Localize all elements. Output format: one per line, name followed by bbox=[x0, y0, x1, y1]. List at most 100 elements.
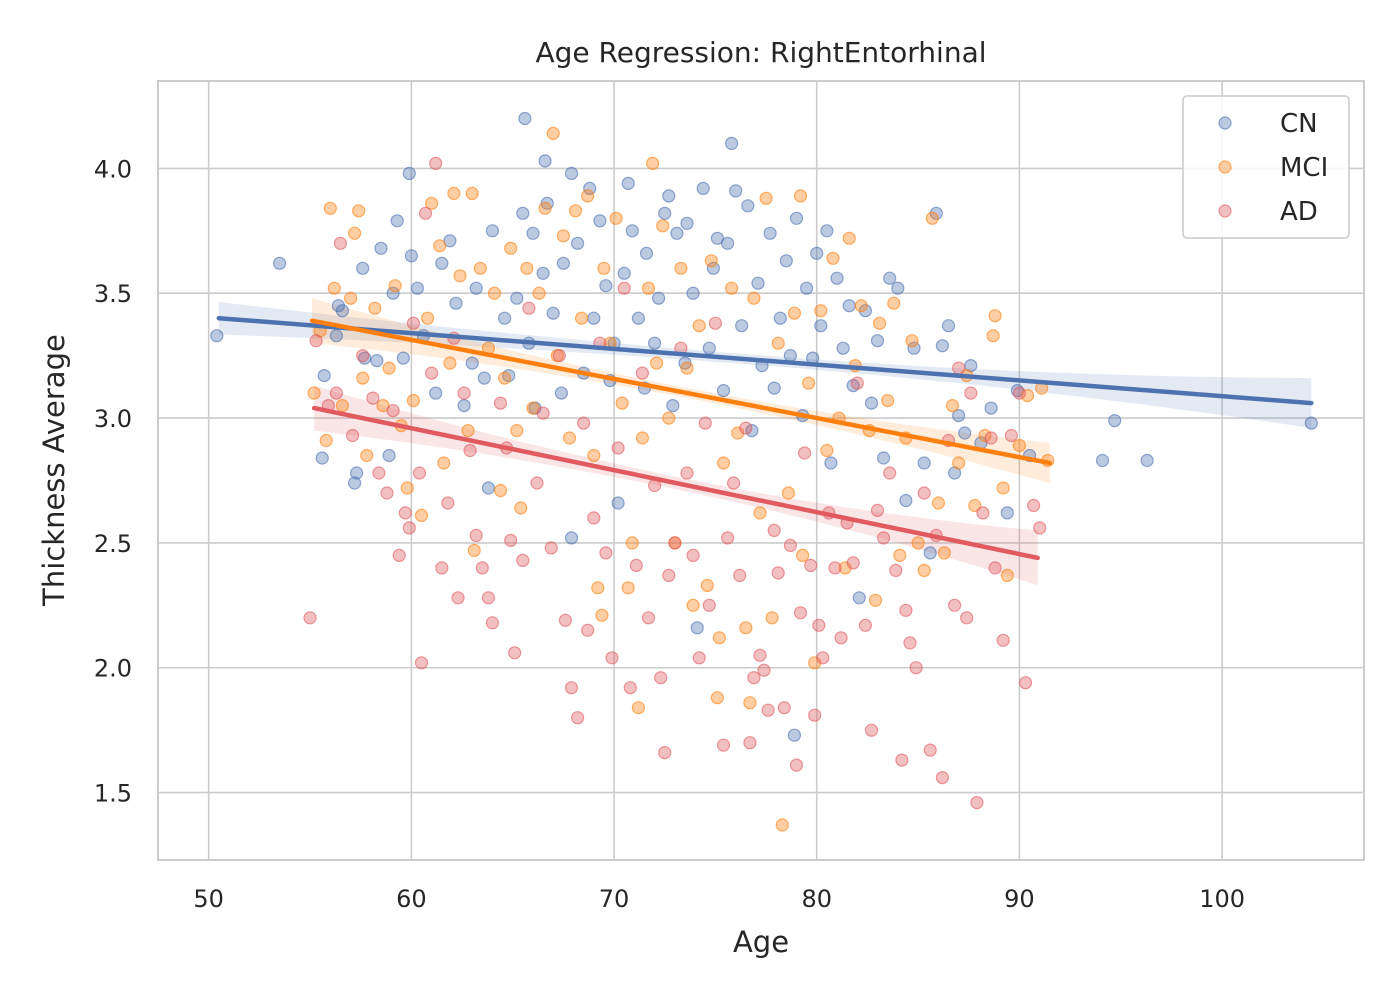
mci-point bbox=[917, 563, 931, 578]
cn-point bbox=[696, 181, 710, 195]
cn-point bbox=[396, 351, 410, 365]
cn-point bbox=[481, 481, 495, 495]
cn-point bbox=[465, 356, 479, 370]
mci-point bbox=[307, 386, 321, 400]
mci-point bbox=[433, 239, 447, 253]
ad-point bbox=[834, 631, 848, 645]
mci-point bbox=[498, 371, 512, 385]
mci-point bbox=[826, 251, 840, 265]
ad-point bbox=[617, 281, 631, 295]
ad-point bbox=[662, 568, 676, 583]
ad-point bbox=[1012, 386, 1027, 400]
ad-point bbox=[564, 681, 579, 695]
ad-point bbox=[883, 466, 897, 480]
cn-point bbox=[335, 304, 349, 318]
mci-point bbox=[674, 261, 688, 275]
ad-point bbox=[366, 391, 380, 405]
mci-point bbox=[793, 189, 808, 203]
mci-point bbox=[414, 508, 429, 523]
ad-point bbox=[372, 466, 386, 480]
mci-point bbox=[1012, 438, 1027, 453]
cn-point bbox=[390, 214, 404, 228]
regression-lines bbox=[216, 315, 1314, 561]
ad-point bbox=[398, 506, 412, 520]
cn-point bbox=[469, 281, 483, 295]
mci-point bbox=[887, 296, 901, 310]
mci-point bbox=[461, 424, 475, 438]
cn-point bbox=[564, 531, 579, 545]
ad-point bbox=[605, 651, 619, 665]
mci-point bbox=[467, 543, 481, 558]
cn-point bbox=[720, 236, 735, 250]
ad-point bbox=[698, 416, 712, 430]
ad-point bbox=[846, 556, 860, 570]
mci-point bbox=[421, 311, 435, 325]
cn-point bbox=[891, 281, 905, 295]
cn-point bbox=[639, 246, 654, 260]
cn-point bbox=[374, 241, 388, 255]
mci-point bbox=[704, 254, 718, 268]
ad-point bbox=[536, 406, 550, 420]
ad-point bbox=[392, 548, 406, 563]
mci-point bbox=[581, 189, 595, 203]
mci-point bbox=[680, 361, 694, 375]
ad-point bbox=[333, 236, 347, 250]
mci-point bbox=[510, 424, 524, 438]
mci-point bbox=[820, 443, 834, 458]
legend-label-mci: MCI bbox=[1280, 153, 1328, 183]
mci-point bbox=[872, 316, 887, 330]
cn-point bbox=[836, 341, 850, 355]
ad-point bbox=[804, 558, 818, 573]
cn-point bbox=[429, 386, 443, 400]
mci-point bbox=[425, 196, 439, 210]
cn-point bbox=[498, 311, 512, 325]
y-tick-label: 3.5 bbox=[94, 280, 132, 308]
mci-point bbox=[447, 186, 461, 200]
cn-point bbox=[404, 249, 418, 263]
ad-point bbox=[858, 618, 873, 632]
ad-point bbox=[960, 611, 974, 625]
ad-regression-line bbox=[311, 405, 1040, 561]
cn-point bbox=[729, 184, 743, 198]
cn-point bbox=[599, 279, 613, 293]
mci-point bbox=[493, 483, 508, 498]
cn-point bbox=[536, 266, 550, 280]
mci-point bbox=[641, 281, 656, 295]
cn-point bbox=[763, 226, 777, 240]
mci-point bbox=[716, 456, 731, 470]
cn-point bbox=[767, 381, 781, 395]
cn-point bbox=[402, 166, 416, 180]
mci-point bbox=[538, 201, 552, 215]
ad-confidence-band bbox=[314, 385, 1038, 586]
cn-point bbox=[787, 728, 802, 742]
ad-point bbox=[720, 531, 735, 545]
mci-point bbox=[645, 156, 660, 170]
mci-point bbox=[382, 361, 396, 375]
ad-point bbox=[680, 466, 694, 480]
mci-point bbox=[951, 456, 966, 470]
cn-point bbox=[435, 256, 449, 270]
ad-point bbox=[870, 503, 885, 517]
mci-point bbox=[631, 701, 646, 715]
ad-point bbox=[733, 568, 747, 583]
cn-point bbox=[666, 399, 680, 413]
ad-point bbox=[581, 623, 595, 637]
cn-point bbox=[593, 214, 607, 228]
ad-point bbox=[1026, 498, 1041, 513]
cn-point bbox=[686, 286, 700, 300]
ad-point bbox=[686, 548, 700, 563]
cn-point bbox=[625, 224, 639, 238]
mci-point bbox=[443, 356, 457, 370]
ad-point bbox=[964, 386, 978, 400]
ad-point bbox=[552, 349, 566, 363]
cn-point bbox=[789, 211, 804, 225]
cn-point bbox=[735, 319, 749, 333]
ad-point bbox=[747, 671, 761, 685]
mci-point bbox=[986, 329, 1000, 343]
ad-point bbox=[451, 591, 465, 605]
cn-point bbox=[852, 591, 866, 605]
mci-point bbox=[759, 191, 773, 205]
ad-point bbox=[386, 404, 400, 418]
legend: CN MCI AD bbox=[1182, 95, 1350, 239]
mci-point bbox=[591, 581, 605, 595]
